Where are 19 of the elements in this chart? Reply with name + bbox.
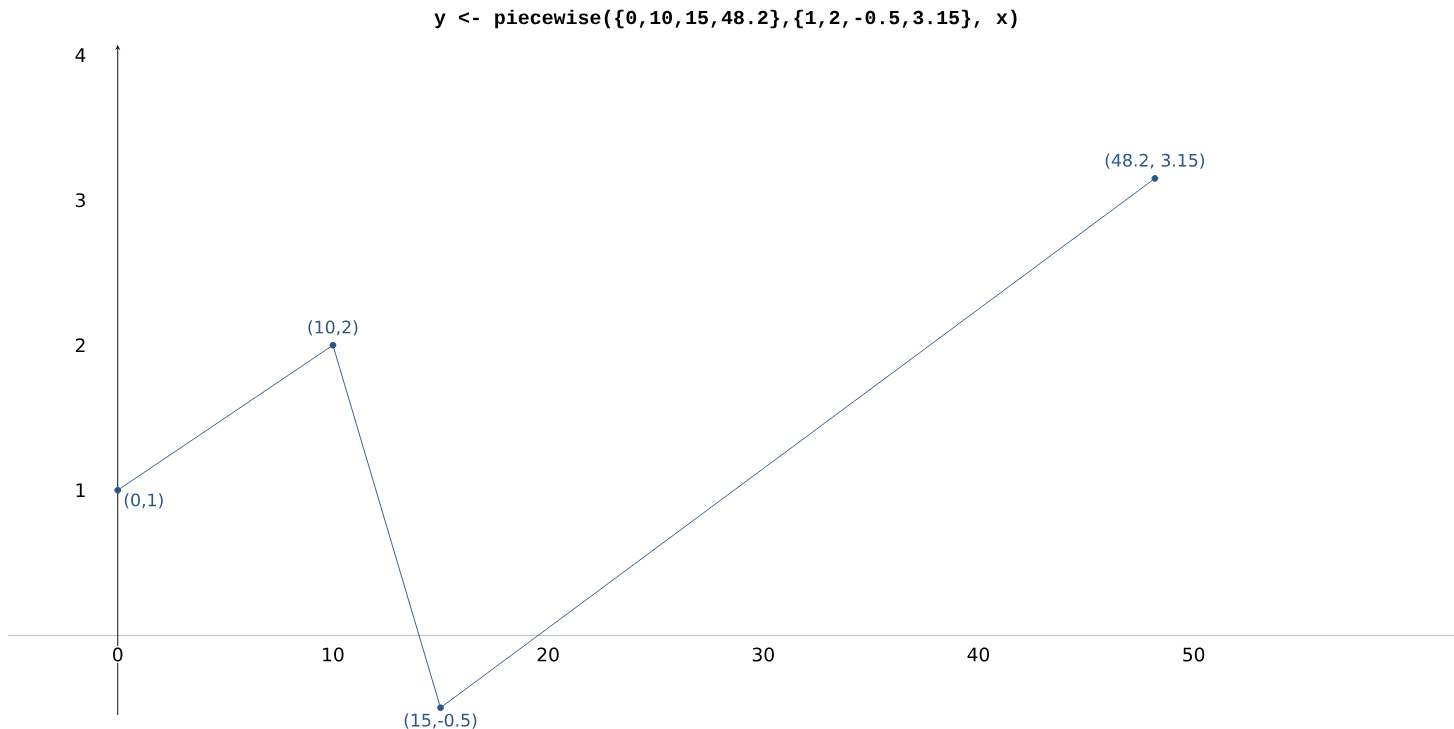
x-tick-label: 0 (113, 647, 123, 662)
chart-title: y <- piecewise({0,10,15,48.2},{1,2,-0.5,3.15}, x) (434, 9, 1017, 29)
x-tick-label: 20 (537, 647, 559, 662)
x-tick-label: 30 (752, 647, 774, 662)
point (1151, 175, 1159, 182)
x-tick-label: 40 (967, 647, 990, 662)
annotation: (0,1) (124, 493, 163, 509)
annotation: (15,-0.5) (404, 713, 477, 729)
point (114, 486, 122, 494)
x-tick-label: 50 (1183, 647, 1205, 662)
y-tick-label: 1 (76, 483, 85, 497)
x-tick-label: 10 (323, 647, 344, 662)
annotation: (48.2, 3.15) (1105, 153, 1205, 169)
annotation: (10,2) (308, 320, 358, 336)
point (437, 704, 444, 712)
y-tick-label: 3 (75, 193, 85, 208)
point (329, 341, 337, 349)
y-tick-label: 4 (75, 48, 86, 62)
y-tick-label: 2 (75, 338, 85, 353)
